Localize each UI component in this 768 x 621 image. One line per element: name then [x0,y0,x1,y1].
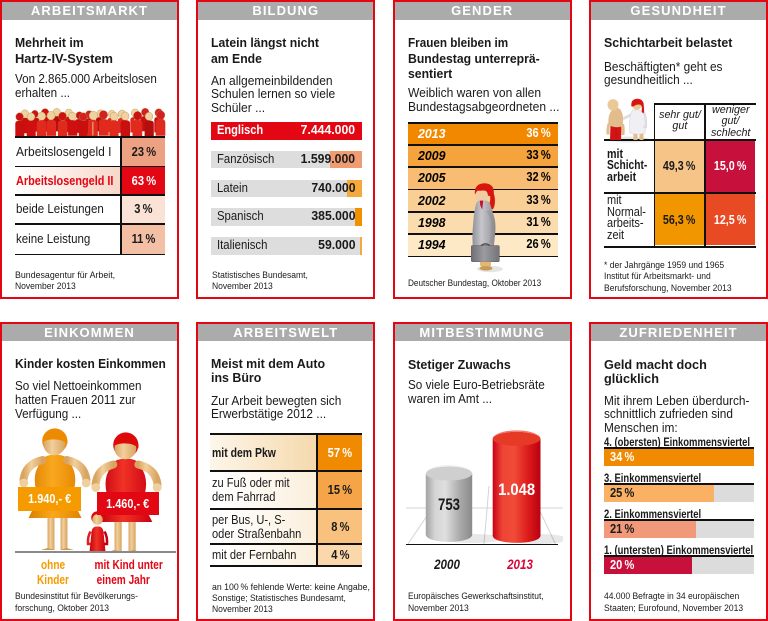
svg-text:753: 753 [438,494,460,513]
svg-text:1.048: 1.048 [498,479,535,498]
